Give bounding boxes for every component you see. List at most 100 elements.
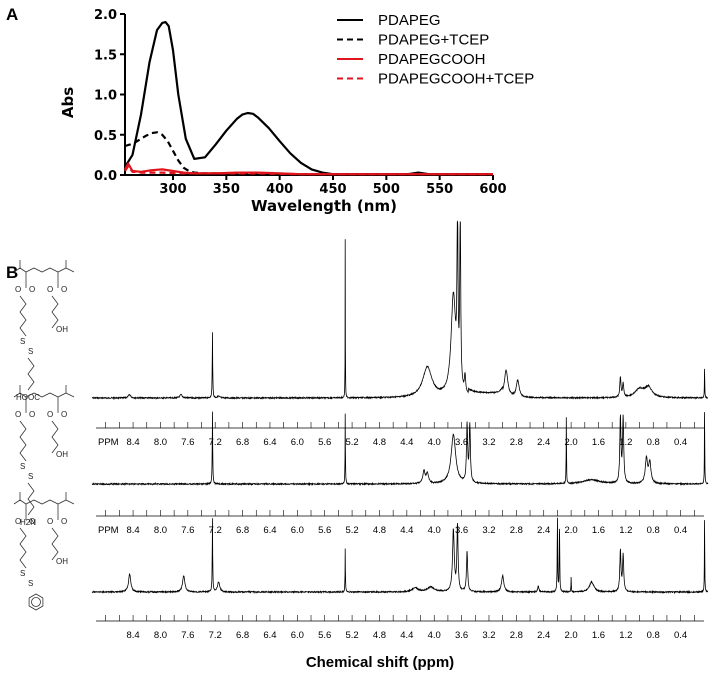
nmr-tick-label: 2.0 [565, 525, 578, 536]
structure-atom-o: O [29, 285, 35, 294]
uv-vis-legend-entry: PDAPEG+TCEP [378, 32, 489, 49]
nmr-tick-label: 0.4 [674, 630, 687, 641]
structure-atom-o: O [61, 517, 67, 526]
structure-chain [51, 527, 59, 561]
uv-vis-y-tick-label: 0.0 [94, 169, 117, 184]
nmr-tick-label: 2.4 [537, 630, 550, 641]
nmr-tick-label: 4.4 [400, 525, 413, 536]
nmr-tick-label: 8.0 [154, 630, 167, 641]
nmr-tick-label: 4.8 [373, 525, 386, 536]
nmr-tick-label: 3.6 [455, 630, 468, 641]
nmr-tick-label: 8.0 [154, 525, 167, 536]
structure-chain [51, 295, 59, 329]
structure-atom-s: S [28, 579, 33, 588]
nmr-tick-label: 7.2 [209, 630, 222, 641]
nmr-spectrum-line [91, 220, 709, 401]
nmr-tick-label: 6.0 [291, 437, 304, 448]
uv-vis-x-tick-label: 600 [479, 182, 506, 197]
structure-atom-o: O [61, 285, 67, 294]
nmr-tick-label: 5.2 [345, 630, 358, 641]
uv-vis-x-tick-label: 400 [266, 182, 293, 197]
structure-backbone [13, 267, 75, 273]
nmr-tick-label: 1.6 [592, 437, 605, 448]
structure-atom-o: O [29, 517, 35, 526]
nmr-tick-label: 6.8 [236, 437, 249, 448]
uv-vis-chart: 0.0 0.5 1.0 1.5 2.0 300 350 400 450 500 550 600 Wav… [59, 8, 534, 215]
nmr-tick-label: 6.0 [291, 630, 304, 641]
uv-vis-y-tick-label: 1.0 [94, 89, 117, 104]
nmr-tick-label: 6.8 [236, 525, 249, 536]
structure-atom-o: O [47, 517, 53, 526]
uv-vis-legend-entry: PDAPEGCOOH [378, 51, 486, 68]
nmr-axis-prefix: PPM [98, 437, 119, 448]
nmr-tick-label: 6.4 [263, 437, 276, 448]
nmr-tick-label: 7.6 [181, 630, 194, 641]
nmr-tick-label: 0.8 [647, 437, 660, 448]
nmr-tick-label: 5.2 [345, 525, 358, 536]
uv-vis-x-tick-label: 450 [319, 182, 346, 197]
nmr-spectra-group [91, 220, 709, 595]
structure-atom-o: O [29, 410, 35, 419]
structure-hydroxyl-label: OH [56, 325, 68, 334]
nmr-tick-label: 2.4 [537, 525, 550, 536]
structure-atom-s: S [20, 337, 25, 346]
nmr-axis-prefix: PPM [98, 525, 119, 536]
nmr-tick-label: 0.8 [647, 525, 660, 536]
nmr-tick-label: 7.2 [209, 437, 222, 448]
uv-vis-series-group [124, 21, 493, 176]
structure-atom-s: S [20, 569, 25, 578]
uv-vis-y-axis-label: Abs [59, 87, 77, 118]
uv-vis-legend: PDAPEG PDAPEG+TCEP PDAPEGCOOH PDAPEGCOOH+TC… [337, 12, 534, 88]
nmr-tick-label: 0.4 [674, 437, 687, 448]
nmr-tick-label: 6.8 [236, 630, 249, 641]
nmr-tick-label: 3.2 [482, 525, 495, 536]
structure-atom-o: O [15, 517, 21, 526]
structure-atom-s: S [28, 472, 33, 481]
structure-chain [27, 482, 35, 516]
nmr-tick-label: 8.0 [154, 437, 167, 448]
nmr-spectrum-line [91, 411, 709, 487]
uv-vis-series-line [124, 165, 493, 176]
uv-vis-x-axis-label: Wavelength (nm) [251, 197, 397, 215]
nmr-tick-label: 3.6 [455, 437, 468, 448]
structure-amine-label: H2N [20, 518, 36, 527]
nmr-tick-label: 5.2 [345, 437, 358, 448]
structure-hydroxyl-label: OH [56, 450, 68, 459]
structure-chain [51, 420, 59, 454]
nmr-tick-label: 5.6 [318, 525, 331, 536]
uv-vis-legend-entry: PDAPEG [378, 12, 441, 29]
panel-b-label: B [6, 263, 18, 282]
nmr-tick-label: 2.4 [537, 437, 550, 448]
uv-vis-legend-entry: PDAPEGCOOH+TCEP [378, 71, 534, 88]
nmr-tick-label: 4.4 [400, 437, 413, 448]
uv-vis-y-tick-label: 2.0 [94, 8, 117, 23]
nmr-tick-label: 3.6 [455, 525, 468, 536]
structure-hydroxyl-label: OH [56, 557, 68, 566]
nmr-tick-label: 1.2 [619, 525, 632, 536]
structure-chain [19, 527, 27, 569]
nmr-axes: PPM 8.4 8.0 7.6 7.2 6.8 6.4 6.0 5.6 5.2 4.8 4.4 4.0 3… [96, 422, 704, 641]
panel-a-label: A [6, 5, 18, 24]
uv-vis-x-tick-label: 300 [159, 182, 186, 197]
nmr-tick-label: 4.4 [400, 630, 413, 641]
uv-vis-x-tick-label: 350 [213, 182, 240, 197]
structure-carboxyl-label: HOOC [16, 393, 40, 402]
uv-vis-x-tick-label: 500 [373, 182, 400, 197]
nmr-tick-label: 6.4 [263, 630, 276, 641]
nmr-tick-label: 4.8 [373, 630, 386, 641]
nmr-tick-label: 4.8 [373, 437, 386, 448]
nmr-tick-label: 5.6 [318, 437, 331, 448]
uv-vis-axes: 0.0 0.5 1.0 1.5 2.0 300 350 400 450 500 550 600 [94, 8, 507, 197]
uv-vis-x-tick-label: 550 [426, 182, 453, 197]
structure-atom-o: O [15, 285, 21, 294]
nmr-tick-label: 1.6 [592, 525, 605, 536]
nmr-tick-label: 7.6 [181, 525, 194, 536]
structure-atom-o: O [47, 410, 53, 419]
nmr-tick-label: 7.6 [181, 437, 194, 448]
nmr-tick-label: 8.4 [126, 630, 139, 641]
nmr-tick-label: 3.2 [482, 630, 495, 641]
